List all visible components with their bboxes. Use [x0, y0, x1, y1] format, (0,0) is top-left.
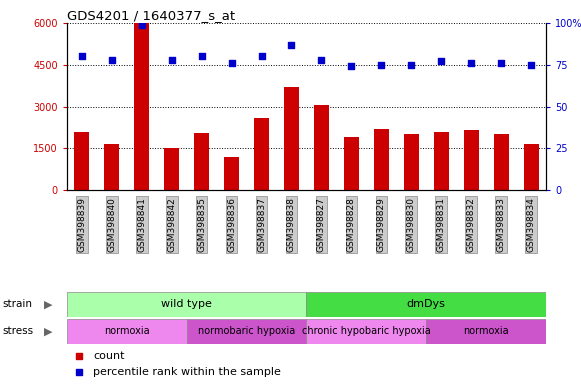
Bar — [194, 133, 209, 190]
Bar — [284, 87, 299, 190]
Point — [74, 369, 84, 375]
Point — [287, 42, 296, 48]
Bar — [74, 132, 89, 190]
Bar — [344, 137, 359, 190]
Bar — [254, 118, 269, 190]
Text: wild type: wild type — [161, 299, 212, 310]
FancyBboxPatch shape — [307, 292, 546, 317]
Text: strain: strain — [3, 299, 33, 310]
Text: dmDys: dmDys — [407, 299, 446, 310]
Point — [107, 57, 116, 63]
Point — [407, 62, 416, 68]
Point — [497, 60, 506, 66]
Text: GSM398827: GSM398827 — [317, 197, 326, 252]
Point — [167, 57, 176, 63]
FancyBboxPatch shape — [426, 319, 546, 344]
Point — [197, 53, 206, 60]
Text: GSM398838: GSM398838 — [287, 197, 296, 252]
Text: GSM398831: GSM398831 — [437, 197, 446, 252]
Bar — [134, 23, 149, 190]
Bar — [164, 148, 179, 190]
Text: stress: stress — [3, 326, 34, 336]
Text: GSM398837: GSM398837 — [257, 197, 266, 252]
Text: count: count — [93, 351, 125, 361]
Point — [376, 62, 386, 68]
Point — [74, 353, 84, 359]
Point — [227, 60, 236, 66]
Bar — [464, 130, 479, 190]
FancyBboxPatch shape — [67, 319, 187, 344]
Text: ▶: ▶ — [44, 299, 52, 310]
Bar — [494, 134, 509, 190]
Point — [437, 58, 446, 65]
Bar — [224, 157, 239, 190]
Text: GSM398840: GSM398840 — [107, 197, 116, 252]
Text: normoxia: normoxia — [104, 326, 149, 336]
FancyBboxPatch shape — [307, 319, 426, 344]
Text: GSM398842: GSM398842 — [167, 197, 176, 252]
Text: GSM398841: GSM398841 — [137, 197, 146, 252]
Point — [257, 53, 266, 60]
Bar — [404, 134, 419, 190]
Point — [347, 63, 356, 70]
Text: normobaric hypoxia: normobaric hypoxia — [198, 326, 295, 336]
Text: normoxia: normoxia — [464, 326, 509, 336]
Text: GSM398828: GSM398828 — [347, 197, 356, 252]
Bar — [523, 144, 539, 190]
Text: chronic hypobaric hypoxia: chronic hypobaric hypoxia — [302, 326, 431, 336]
Text: GSM398829: GSM398829 — [377, 197, 386, 252]
Point — [77, 53, 87, 60]
Text: GSM398832: GSM398832 — [467, 197, 476, 252]
FancyBboxPatch shape — [67, 292, 307, 317]
FancyBboxPatch shape — [187, 319, 307, 344]
Text: GSM398830: GSM398830 — [407, 197, 416, 252]
Point — [526, 62, 536, 68]
Text: GSM398834: GSM398834 — [526, 197, 536, 252]
Text: GSM398833: GSM398833 — [497, 197, 505, 252]
Text: GDS4201 / 1640377_s_at: GDS4201 / 1640377_s_at — [67, 9, 235, 22]
Text: GSM398836: GSM398836 — [227, 197, 236, 252]
Bar — [374, 129, 389, 190]
Point — [137, 22, 146, 28]
Text: GSM398835: GSM398835 — [197, 197, 206, 252]
Bar — [104, 144, 119, 190]
Point — [467, 60, 476, 66]
Text: percentile rank within the sample: percentile rank within the sample — [93, 366, 281, 377]
Point — [317, 57, 326, 63]
Bar — [314, 105, 329, 190]
Bar — [434, 132, 449, 190]
Text: ▶: ▶ — [44, 326, 52, 336]
Text: GSM398839: GSM398839 — [77, 197, 87, 252]
